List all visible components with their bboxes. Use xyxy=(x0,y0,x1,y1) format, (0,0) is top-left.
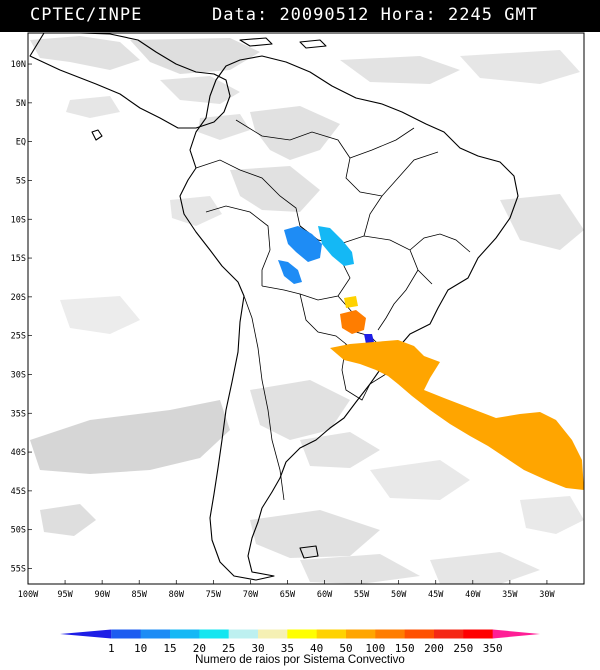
datetime-title: Data: 20090512 Hora: 2245 GMT xyxy=(212,5,538,25)
colorbar-tick-label: 25 xyxy=(222,642,235,654)
coastlines xyxy=(29,33,519,581)
colorbar-segment xyxy=(170,629,200,639)
colorbar-segment xyxy=(258,629,288,639)
longitude-label: 70W xyxy=(243,590,259,600)
latitude-label: 15S xyxy=(11,254,26,264)
latitude-label: 10N xyxy=(11,60,26,70)
hour-value: 2245 xyxy=(448,5,493,25)
colorbar-segment xyxy=(287,629,318,639)
graticule xyxy=(28,63,548,584)
colorbar-tick-label: 100 xyxy=(365,642,385,654)
colorbar-tick-label: 15 xyxy=(163,642,176,654)
longitude-label: 95W xyxy=(57,590,73,600)
colorbar-tick-label: 200 xyxy=(424,642,444,654)
latitude-label: 45S xyxy=(11,487,26,497)
colorbar-tick-label: 50 xyxy=(339,642,352,654)
longitude-label: 40W xyxy=(465,590,481,600)
longitude-label: 85W xyxy=(132,590,148,600)
longitude-label: 30W xyxy=(539,590,555,600)
latitude-label: 55S xyxy=(11,564,26,574)
colorbar-tick-label: 150 xyxy=(395,642,415,654)
convective-system xyxy=(330,340,584,490)
south-america-outline xyxy=(179,55,519,581)
colorbar-tick-label: 20 xyxy=(193,642,206,654)
longitude-label: 60W xyxy=(317,590,333,600)
latitude-label: 10S xyxy=(11,215,26,225)
date-label: Data: xyxy=(212,5,269,25)
colorbar-tick-label: 35 xyxy=(281,642,294,654)
colorbar-segment xyxy=(463,629,494,639)
timezone-label: GMT xyxy=(504,5,538,25)
colorbar-tick-labels: 1 10 15 20 25 30 35 40 50 100 150 200 250 350 xyxy=(108,642,503,654)
colorbar-caption: Numero de raios por Sistema Convectivo xyxy=(195,654,405,666)
colorbar-tick-label: 250 xyxy=(453,642,473,654)
convective-system xyxy=(278,260,302,284)
caribbean-island xyxy=(299,39,327,49)
title-bar: CPTEC/INPE Data: 20090512 Hora: 2245 GMT xyxy=(0,0,600,32)
latitude-labels: 10N 5N EQ 5S 10S 15S 20S 25S 30S 35S 40S 45S 50S 55S xyxy=(11,60,26,574)
longitude-label: 75W xyxy=(206,590,222,600)
colorbar-segment xyxy=(316,629,347,639)
galapagos-islands xyxy=(91,129,103,141)
colorbar-segment xyxy=(228,629,259,639)
colorbar-segment xyxy=(492,629,540,639)
colorbar-segment xyxy=(199,629,230,639)
convective-system xyxy=(364,334,374,344)
colorbar-segment xyxy=(434,629,464,639)
colorbar-tick-label: 1 xyxy=(108,642,115,654)
caribbean-island xyxy=(239,37,273,47)
convective-systems xyxy=(278,226,584,490)
colorbar-segment xyxy=(375,629,406,639)
convective-system xyxy=(344,296,358,308)
longitude-labels: 100W 95W 90W 85W 80W 75W 70W 65W 60W 55W 50W 45W 40W… xyxy=(18,590,556,600)
colorbar-tick-label: 350 xyxy=(483,642,503,654)
latitude-label: 40S xyxy=(11,448,26,458)
convective-system xyxy=(340,310,366,334)
longitude-label: 100W xyxy=(18,590,39,600)
longitude-label: 50W xyxy=(391,590,407,600)
colorbar-segment xyxy=(60,629,112,639)
date-value: 20090512 xyxy=(279,5,370,25)
lightning-map: 10N5NEQ5S10S15S20S25S30S35S40S45S50S55S … xyxy=(11,32,585,600)
country-borders xyxy=(195,119,471,501)
colorbar-segment xyxy=(111,629,142,639)
colorbar-tick-label: 30 xyxy=(251,642,264,654)
longitude-label: 45W xyxy=(428,590,444,600)
longitude-label: 65W xyxy=(280,590,296,600)
longitude-label: 90W xyxy=(94,590,110,600)
map-frame xyxy=(27,32,585,585)
colorbar-segment xyxy=(404,629,435,639)
latitude-label: 30S xyxy=(11,370,26,380)
latitude-label: 20S xyxy=(11,293,26,303)
falkland-islands xyxy=(299,545,319,559)
colorbar-segment xyxy=(346,629,376,639)
longitude-label: 55W xyxy=(354,590,370,600)
latitude-label: 50S xyxy=(11,526,26,536)
longitude-label: 80W xyxy=(169,590,185,600)
latitude-label: 5N xyxy=(16,99,26,109)
hour-label: Hora: xyxy=(380,5,437,25)
convective-system xyxy=(318,226,354,266)
latitude-label: EQ xyxy=(16,138,26,148)
colorbar-segment xyxy=(140,629,171,639)
central-america-outline xyxy=(29,33,231,129)
cloud-cover xyxy=(30,36,584,584)
colorbar-tick-label: 10 xyxy=(134,642,147,654)
convective-system xyxy=(284,226,322,262)
colorbar: 1 10 15 20 25 30 35 40 50 100 150 200 250 350 xyxy=(60,629,540,654)
latitude-label: 35S xyxy=(11,409,26,419)
longitude-label: 35W xyxy=(502,590,518,600)
latitude-label: 5S xyxy=(16,176,26,186)
source-title: CPTEC/INPE xyxy=(30,5,143,25)
colorbar-tick-label: 40 xyxy=(310,642,323,654)
colorbar-segments xyxy=(60,629,540,639)
latitude-label: 25S xyxy=(11,332,26,342)
